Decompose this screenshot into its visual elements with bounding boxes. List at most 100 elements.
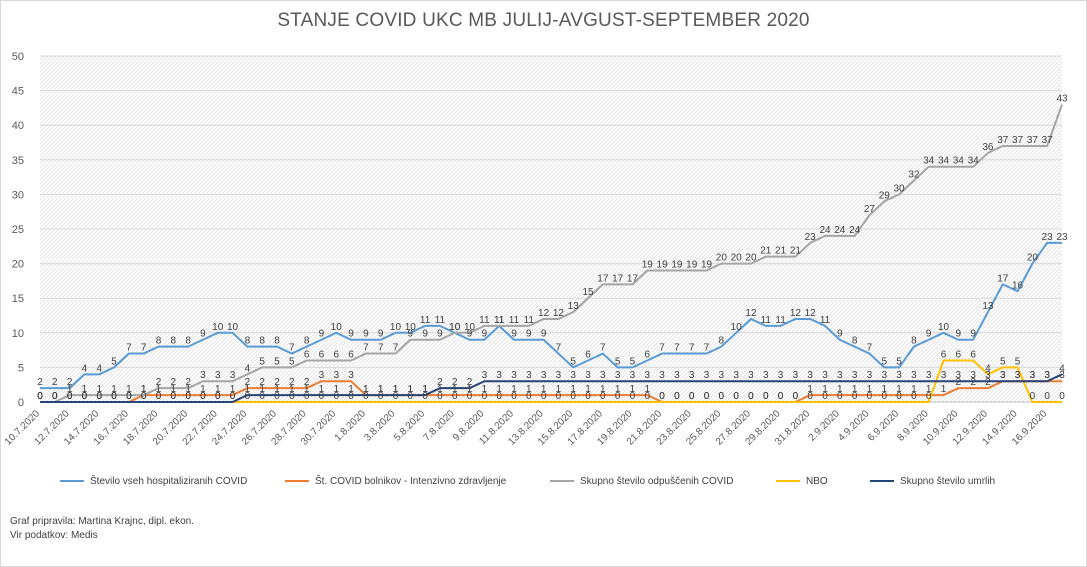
data-label: 2 [985, 377, 991, 388]
chart-title: STANJE COVID UKC MB JULIJ-AVGUST-SEPTEMB… [277, 10, 810, 31]
data-label: 11 [435, 315, 446, 326]
y-tick-label: 25 [12, 224, 24, 236]
data-label: 0 [911, 391, 917, 402]
data-label: 0 [926, 391, 932, 402]
data-label: 16 [1012, 280, 1024, 291]
data-label: 1 [585, 384, 591, 395]
data-label: 9 [526, 329, 532, 340]
data-label: 36 [982, 142, 994, 153]
data-label: 3 [807, 370, 813, 381]
legend-label: NBO [806, 475, 828, 487]
data-label: 2 [452, 377, 458, 388]
data-label: 19 [686, 260, 698, 271]
data-label: 0 [837, 391, 843, 402]
data-label: 6 [970, 349, 976, 360]
data-label: 6 [585, 349, 591, 360]
data-label: 0 [570, 391, 576, 402]
data-label: 3 [837, 370, 843, 381]
data-label: 0 [245, 391, 251, 402]
data-label: 0 [82, 391, 88, 402]
data-label: 9 [437, 329, 443, 340]
data-label: 0 [274, 391, 280, 402]
data-label: 1 [393, 384, 399, 395]
data-label: 7 [704, 343, 710, 354]
series-line-3 [40, 104, 1063, 403]
data-label: 1 [911, 384, 917, 395]
data-label: 2 [259, 377, 265, 388]
data-label: 19 [671, 260, 683, 271]
data-label: 20 [745, 253, 757, 264]
data-label: 3 [615, 370, 621, 381]
data-label: 1 [615, 384, 621, 395]
data-label: 3 [659, 370, 665, 381]
data-label: 0 [852, 391, 858, 402]
data-label: 3 [1030, 370, 1036, 381]
y-tick-label: 40 [12, 120, 24, 132]
y-tick-label: 50 [12, 51, 24, 63]
data-label: 1 [348, 384, 354, 395]
data-label: 32 [908, 170, 920, 181]
data-label: 7 [126, 343, 132, 354]
data-label: 0 [704, 391, 710, 402]
data-label: 3 [956, 370, 962, 381]
data-label: 0 [437, 391, 443, 402]
data-label: 9 [348, 329, 354, 340]
data-label: 30 [894, 183, 906, 194]
data-label: 0 [541, 391, 547, 402]
data-label: 23 [1056, 232, 1068, 243]
data-label: 4 [96, 363, 102, 374]
data-label: 3 [600, 370, 606, 381]
data-label: 1 [363, 384, 369, 395]
x-tick-label: 4.9.2020 [836, 408, 872, 444]
data-label: 1 [111, 384, 117, 395]
data-label: 4 [82, 363, 88, 374]
series-line-5 [40, 373, 1063, 403]
data-label: 8 [304, 336, 310, 347]
data-label: 11 [494, 315, 505, 326]
data-label: 5 [881, 356, 887, 367]
data-label: 1 [200, 384, 206, 395]
data-label: 0 [793, 391, 799, 402]
data-label: 0 [644, 391, 650, 402]
data-label: 1 [67, 384, 73, 395]
data-label: 1 [289, 384, 295, 395]
data-label: 1 [511, 384, 517, 395]
legend-label: Skupno število umrlih [900, 475, 996, 487]
data-label: 3 [689, 370, 695, 381]
data-label: 0 [704, 391, 710, 402]
data-label: 11 [820, 315, 831, 326]
legend-swatch [285, 480, 309, 482]
data-label: 4 [985, 363, 991, 374]
data-label: 11 [479, 315, 490, 326]
data-label: 1 [896, 384, 902, 395]
data-label: 8 [245, 336, 251, 347]
data-label: 5 [274, 356, 280, 367]
data-label: 21 [775, 246, 787, 257]
data-label: 8 [171, 336, 177, 347]
data-label: 0 [378, 391, 384, 402]
data-label: 2 [185, 377, 191, 388]
legend-item: NBO [776, 472, 828, 490]
data-label: 1 [881, 384, 887, 395]
data-label: 0 [156, 391, 162, 402]
data-label: 0 [467, 391, 473, 402]
data-label: 0 [96, 391, 102, 402]
data-label: 0 [363, 391, 369, 402]
data-label: 1 [452, 384, 458, 395]
data-label: 1 [319, 384, 325, 395]
y-tick-label: 10 [12, 328, 24, 340]
data-label: 12 [790, 308, 802, 319]
y-tick-label: 20 [12, 259, 24, 271]
data-label: 7 [867, 343, 873, 354]
data-label: 0 [674, 391, 680, 402]
data-label: 5 [1015, 356, 1021, 367]
data-label: 1 [259, 384, 265, 395]
data-label: 0 [1030, 391, 1036, 402]
data-label: 3 [348, 370, 354, 381]
data-label: 1 [630, 384, 636, 395]
data-label: 11 [494, 315, 505, 326]
legend-item: Število vseh hospitaliziranih COVID [60, 472, 247, 490]
data-label: 10 [449, 322, 461, 333]
data-label: 24 [849, 225, 861, 236]
x-tick-label: 6.9.2020 [866, 408, 902, 444]
